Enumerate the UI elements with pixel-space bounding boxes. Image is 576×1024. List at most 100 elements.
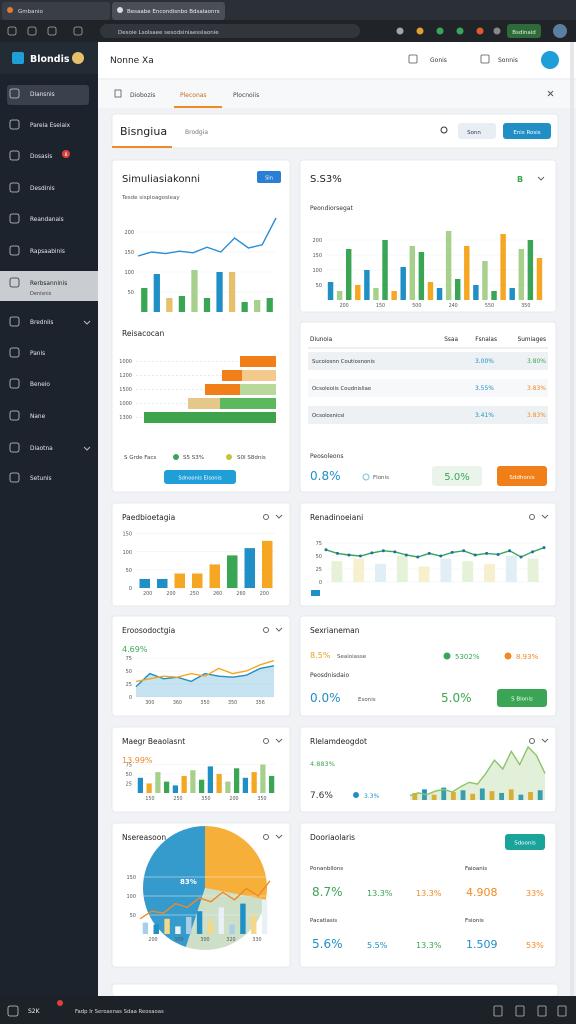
bar <box>266 298 273 312</box>
bar <box>203 298 211 312</box>
x-tick-label: 300 <box>200 937 209 943</box>
bar <box>174 573 185 588</box>
bar <box>142 922 149 934</box>
button[interactable] <box>497 466 547 486</box>
x-tick-label: 260 <box>236 591 245 597</box>
point <box>542 546 546 550</box>
icon <box>480 54 490 64</box>
tab-title: Besaabe Encondisnbo Bdsalaonrs <box>127 9 220 15</box>
nav-item[interactable]: Desdinis <box>30 186 55 192</box>
nav-item[interactable]: Pareia Eseiaix <box>30 123 71 129</box>
pie-slice <box>185 888 266 950</box>
card-subtitle: Tesde sisploagosleay <box>121 195 180 201</box>
button[interactable] <box>458 123 496 139</box>
y-tick-label: 100 <box>124 270 134 276</box>
stat-value: 7.6% <box>310 791 333 801</box>
nav-item[interactable]: Nane <box>30 414 46 420</box>
chevron <box>541 514 549 519</box>
section-sub: Brodgia <box>185 129 208 136</box>
button[interactable] <box>497 689 547 707</box>
bar <box>373 288 379 300</box>
bar-segment <box>240 384 276 395</box>
card <box>299 615 557 717</box>
header <box>98 42 576 78</box>
table-header: Diunoia <box>310 337 333 343</box>
toolbar <box>111 113 559 149</box>
stat-label: Esonis <box>358 697 376 703</box>
icon <box>263 738 269 744</box>
tab-item[interactable]: Plocnoiis <box>233 92 259 99</box>
icon <box>263 627 269 633</box>
icon <box>557 1005 567 1017</box>
toolbar-icon <box>416 27 424 35</box>
stat-label: Faioanis <box>465 866 487 872</box>
card-title: Renadinoeiani <box>310 513 363 522</box>
button[interactable] <box>164 470 236 484</box>
button-label[interactable]: Sin <box>265 176 273 182</box>
url-field[interactable] <box>100 24 360 38</box>
nav-icon[interactable] <box>47 26 57 36</box>
nav-item[interactable]: Beneio <box>30 382 50 388</box>
bar <box>382 240 388 300</box>
tab-item[interactable]: Diobozis <box>130 92 155 99</box>
nav-item[interactable]: Dosasis <box>30 154 52 160</box>
header-action[interactable]: Gonis <box>430 57 447 64</box>
nav-item[interactable]: Reandanais <box>30 217 64 223</box>
action-button[interactable] <box>507 24 541 38</box>
bar <box>440 558 452 582</box>
button-label[interactable]: Sdoonis <box>514 841 536 847</box>
bar <box>240 903 246 934</box>
y-tick-label: 100 <box>126 894 136 900</box>
chart-title: Reisacocan <box>122 329 165 338</box>
y-tick-label: 75 <box>316 541 322 547</box>
status-text: Fadp Ir Seroasnas Sdaa Reosaoas <box>75 1009 164 1015</box>
nav-icon[interactable] <box>27 26 37 36</box>
nav-item[interactable]: Diaotna <box>30 446 53 452</box>
button-label[interactable]: S Bionis <box>511 697 533 703</box>
url-text[interactable]: Desoie Lsolsaee sesodsiniaesslaonie <box>118 30 219 36</box>
nav-icon <box>9 316 20 327</box>
nav-item[interactable]: Diansnis <box>30 92 55 98</box>
bar <box>146 783 152 793</box>
button[interactable] <box>503 123 551 139</box>
button-label[interactable]: Sddhonis <box>509 475 534 481</box>
nav-item[interactable]: Rerbsanninis <box>30 281 67 287</box>
bar <box>505 556 517 582</box>
nav-item[interactable]: Rapsaabinis <box>30 249 65 255</box>
button-label[interactable]: Sdnoonis Elsonis <box>178 476 222 482</box>
legend-label: S5 S3% <box>183 455 204 461</box>
stat-label: Seaioiasse <box>337 654 367 660</box>
nav-item[interactable]: Bredniis <box>30 320 53 326</box>
x-tick-label: 200 <box>229 796 238 802</box>
status-bar <box>0 996 576 1024</box>
card-subtitle: Peosdnisdaio <box>310 672 349 679</box>
point <box>416 555 420 559</box>
bar <box>508 789 514 800</box>
button[interactable] <box>505 834 545 850</box>
point <box>485 551 489 555</box>
tab[interactable] <box>112 2 225 20</box>
icon <box>114 89 122 98</box>
point <box>473 553 477 557</box>
nav-icon[interactable] <box>73 26 83 36</box>
bar <box>241 302 248 312</box>
x-tick-label: 200 <box>148 937 157 943</box>
tab[interactable] <box>2 2 110 20</box>
x-tick-label: 200 <box>260 591 269 597</box>
x-tick-label: 260 <box>213 591 222 597</box>
header-action[interactable]: Sonnis <box>498 57 518 64</box>
nav-item[interactable]: Panis <box>30 351 45 357</box>
nav-icon[interactable] <box>7 26 17 36</box>
action-label[interactable]: Bsdinaid <box>512 30 536 36</box>
bar <box>391 291 397 300</box>
nav-item[interactable]: Setunis <box>30 476 52 482</box>
tab-item[interactable]: Pleconas <box>180 92 207 99</box>
button-label[interactable]: Enis Rosis <box>513 130 540 136</box>
nav-icon <box>9 442 20 453</box>
button-label[interactable]: Sonn <box>467 130 481 136</box>
button[interactable] <box>257 171 281 183</box>
x-tick-label: 200 <box>340 303 349 309</box>
nav-sub: Denisnis <box>30 291 52 297</box>
nav-icon <box>9 378 20 389</box>
